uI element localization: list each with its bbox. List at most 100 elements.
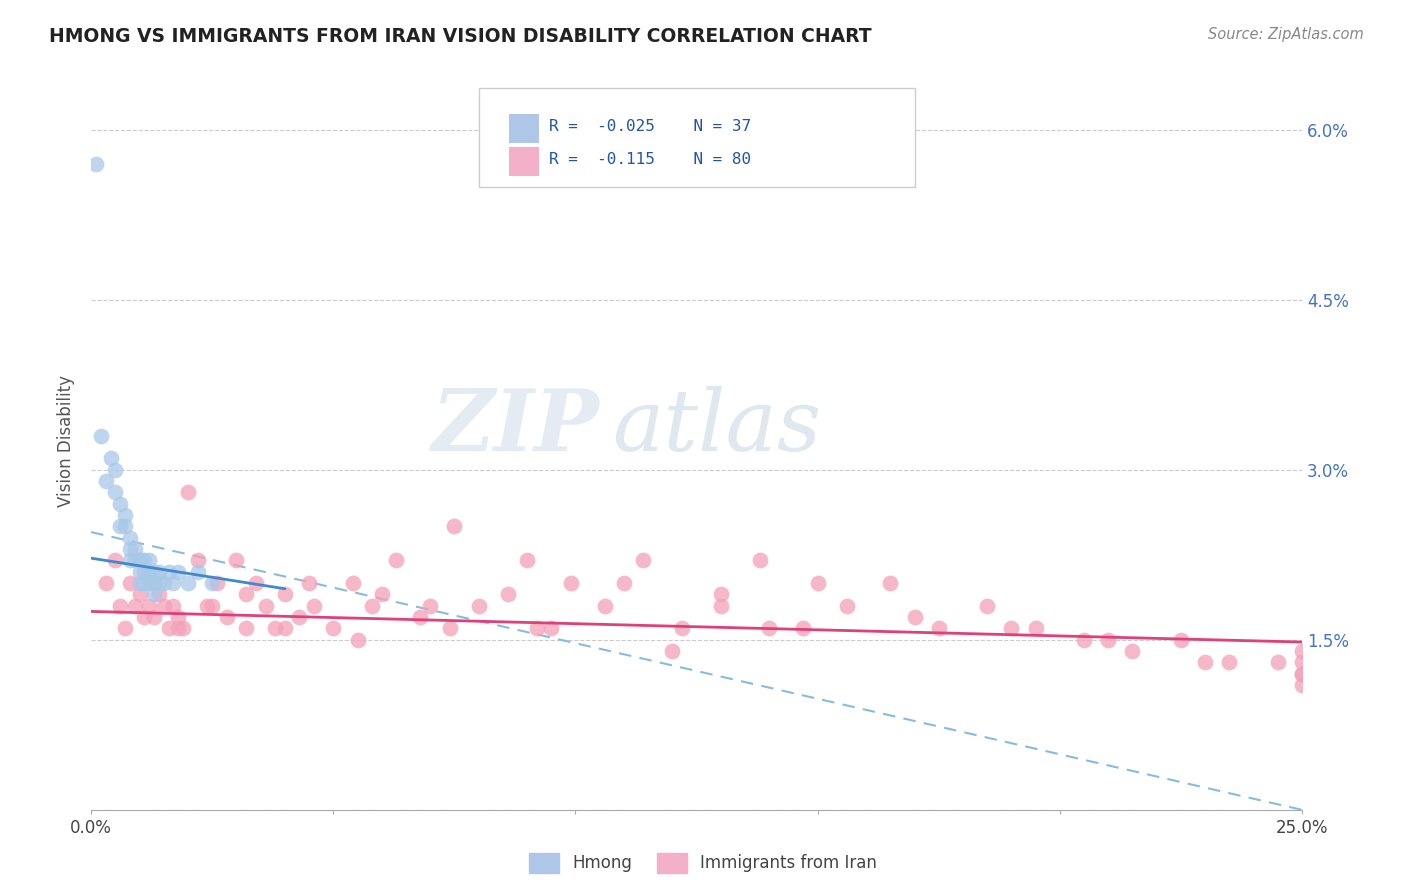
- Point: [114, 519, 136, 533]
- Point: [94, 474, 117, 488]
- Point: [1025, 622, 1047, 636]
- Point: [1291, 644, 1313, 658]
- Point: [118, 531, 141, 545]
- Point: [118, 553, 141, 567]
- Point: [346, 632, 368, 647]
- Point: [177, 485, 200, 500]
- Point: [153, 599, 176, 613]
- Point: [138, 565, 160, 579]
- Point: [225, 553, 247, 567]
- Point: [879, 576, 901, 591]
- Point: [94, 576, 117, 591]
- Point: [361, 599, 384, 613]
- Text: atlas: atlas: [612, 385, 821, 468]
- Point: [613, 576, 636, 591]
- Point: [108, 519, 131, 533]
- Text: ZIP: ZIP: [432, 385, 600, 468]
- Point: [1073, 632, 1095, 647]
- Point: [633, 553, 655, 567]
- Point: [560, 576, 582, 591]
- Point: [104, 463, 127, 477]
- Point: [1097, 632, 1119, 647]
- Point: [172, 622, 194, 636]
- Point: [215, 610, 238, 624]
- Point: [153, 576, 176, 591]
- Point: [100, 451, 122, 466]
- Point: [661, 644, 683, 658]
- Point: [124, 542, 146, 557]
- Point: [128, 553, 150, 567]
- Point: [148, 587, 170, 601]
- Point: [274, 587, 297, 601]
- Point: [128, 576, 150, 591]
- Text: Source: ZipAtlas.com: Source: ZipAtlas.com: [1208, 27, 1364, 42]
- Point: [114, 508, 136, 522]
- Point: [443, 519, 465, 533]
- Point: [264, 622, 287, 636]
- Legend: Hmong, Immigrants from Iran: Hmong, Immigrants from Iran: [522, 847, 884, 880]
- Point: [197, 599, 219, 613]
- Point: [1218, 656, 1240, 670]
- Point: [143, 576, 166, 591]
- Point: [128, 565, 150, 579]
- Point: [138, 576, 160, 591]
- Point: [288, 610, 311, 624]
- Point: [205, 576, 228, 591]
- Point: [903, 610, 925, 624]
- Y-axis label: Vision Disability: Vision Disability: [58, 376, 75, 508]
- Text: R =  -0.115    N = 80: R = -0.115 N = 80: [548, 153, 751, 168]
- Point: [371, 587, 394, 601]
- Point: [104, 485, 127, 500]
- Point: [124, 599, 146, 613]
- Point: [187, 565, 209, 579]
- FancyBboxPatch shape: [509, 113, 538, 143]
- Point: [976, 599, 998, 613]
- Point: [245, 576, 267, 591]
- Point: [1170, 632, 1192, 647]
- Text: R =  -0.025    N = 37: R = -0.025 N = 37: [548, 120, 751, 135]
- Point: [104, 553, 127, 567]
- Point: [298, 576, 321, 591]
- Point: [167, 622, 190, 636]
- Point: [114, 622, 136, 636]
- Point: [201, 599, 224, 613]
- Point: [1121, 644, 1143, 658]
- Point: [928, 622, 950, 636]
- Point: [758, 622, 780, 636]
- Point: [143, 587, 166, 601]
- Point: [792, 622, 814, 636]
- Point: [254, 599, 277, 613]
- Point: [128, 587, 150, 601]
- Point: [593, 599, 616, 613]
- Point: [1291, 666, 1313, 681]
- Point: [108, 599, 131, 613]
- Point: [516, 553, 538, 567]
- Point: [138, 599, 160, 613]
- Point: [201, 576, 224, 591]
- Point: [467, 599, 489, 613]
- Point: [322, 622, 344, 636]
- Point: [162, 576, 184, 591]
- FancyBboxPatch shape: [509, 146, 538, 176]
- Point: [1291, 666, 1313, 681]
- Point: [134, 553, 156, 567]
- Point: [342, 576, 364, 591]
- Point: [108, 497, 131, 511]
- Point: [143, 565, 166, 579]
- Point: [84, 156, 107, 170]
- Point: [167, 610, 190, 624]
- Point: [710, 599, 733, 613]
- Point: [748, 553, 770, 567]
- Point: [134, 565, 156, 579]
- Point: [302, 599, 325, 613]
- Point: [167, 565, 190, 579]
- Point: [148, 565, 170, 579]
- Point: [128, 553, 150, 567]
- Point: [134, 576, 156, 591]
- Point: [118, 542, 141, 557]
- Point: [134, 610, 156, 624]
- Point: [1267, 656, 1289, 670]
- Point: [235, 622, 257, 636]
- Point: [274, 622, 297, 636]
- Point: [118, 576, 141, 591]
